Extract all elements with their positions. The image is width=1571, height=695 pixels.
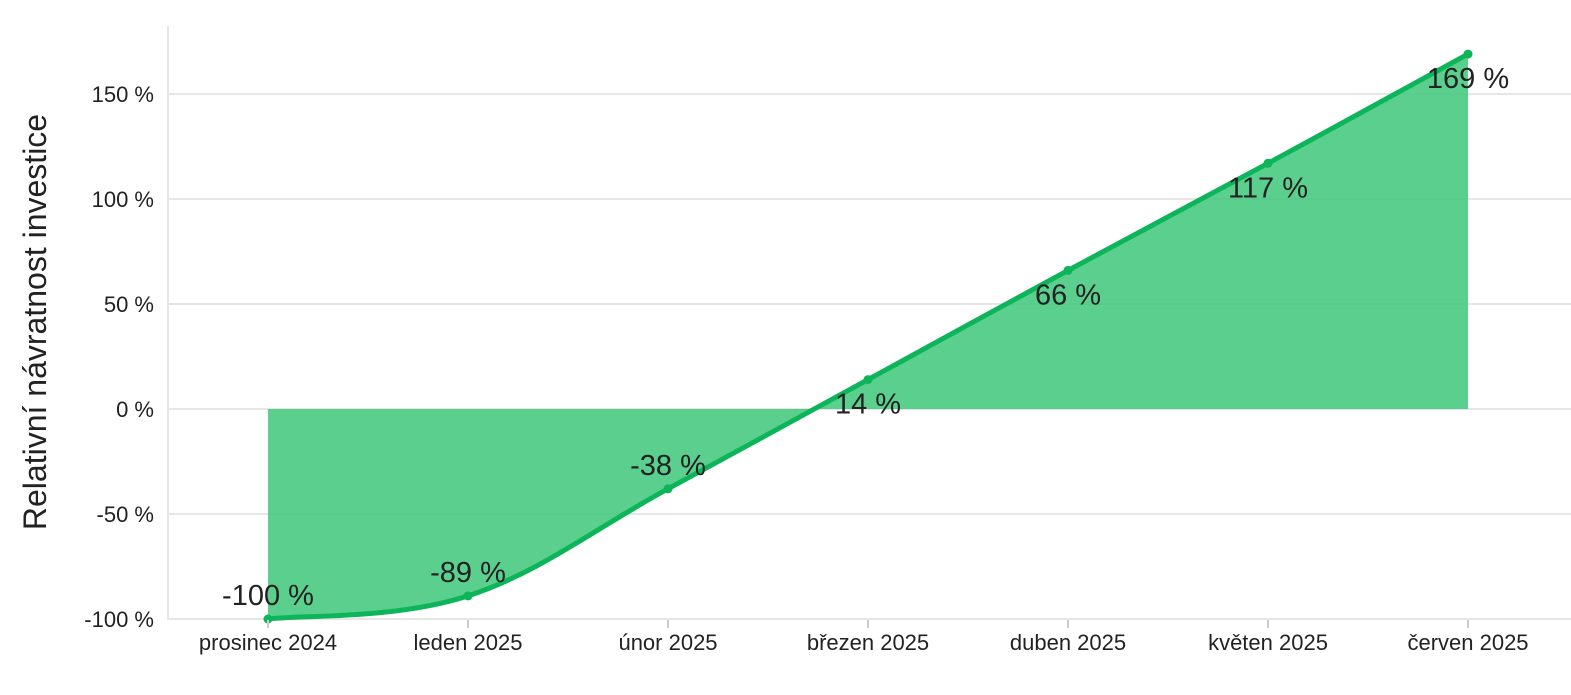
x-tick-label: leden 2025 xyxy=(414,630,523,655)
data-point xyxy=(663,484,673,494)
x-tick-label: květen 2025 xyxy=(1208,630,1328,655)
x-tick-label: březen 2025 xyxy=(807,630,929,655)
data-point xyxy=(263,614,273,624)
y-tick-label: 50 % xyxy=(104,292,154,317)
data-label: 117 % xyxy=(1228,172,1308,204)
area-fill-layer xyxy=(268,54,1468,620)
data-label: -89 % xyxy=(430,557,506,589)
data-label: -100 % xyxy=(222,580,314,612)
data-point xyxy=(463,591,473,601)
x-tick-labels: prosinec 2024 leden 2025 únor 2025 březen 2… xyxy=(199,620,1529,655)
y-tick-label: 150 % xyxy=(92,82,154,107)
data-point xyxy=(1263,158,1273,168)
y-axis-title: Relativní návratnost investice xyxy=(17,114,53,530)
y-tick-label: -50 % xyxy=(97,502,154,527)
x-tick-label: červen 2025 xyxy=(1407,630,1528,655)
data-label: -38 % xyxy=(630,450,706,482)
data-point xyxy=(1463,49,1473,59)
data-point xyxy=(863,375,873,385)
data-point xyxy=(1063,265,1073,275)
y-tick-label: -100 % xyxy=(84,607,154,632)
x-tick-label: únor 2025 xyxy=(618,630,717,655)
x-tick-label: duben 2025 xyxy=(1010,630,1126,655)
data-points xyxy=(263,49,1473,624)
x-tick-label: prosinec 2024 xyxy=(199,630,337,655)
y-tick-label: 0 % xyxy=(116,397,154,422)
data-label: 169 % xyxy=(1427,63,1509,95)
data-labels: -100 % -89 % -38 % 14 % 66 % 117 % 169 % xyxy=(222,63,1509,612)
y-tick-labels: -100 % -50 % 0 % 50 % 100 % 150 % xyxy=(84,82,154,632)
y-tick-label: 100 % xyxy=(92,187,154,212)
data-label: 14 % xyxy=(835,389,901,421)
data-label: 66 % xyxy=(1035,279,1101,311)
area-fill xyxy=(268,54,1468,620)
